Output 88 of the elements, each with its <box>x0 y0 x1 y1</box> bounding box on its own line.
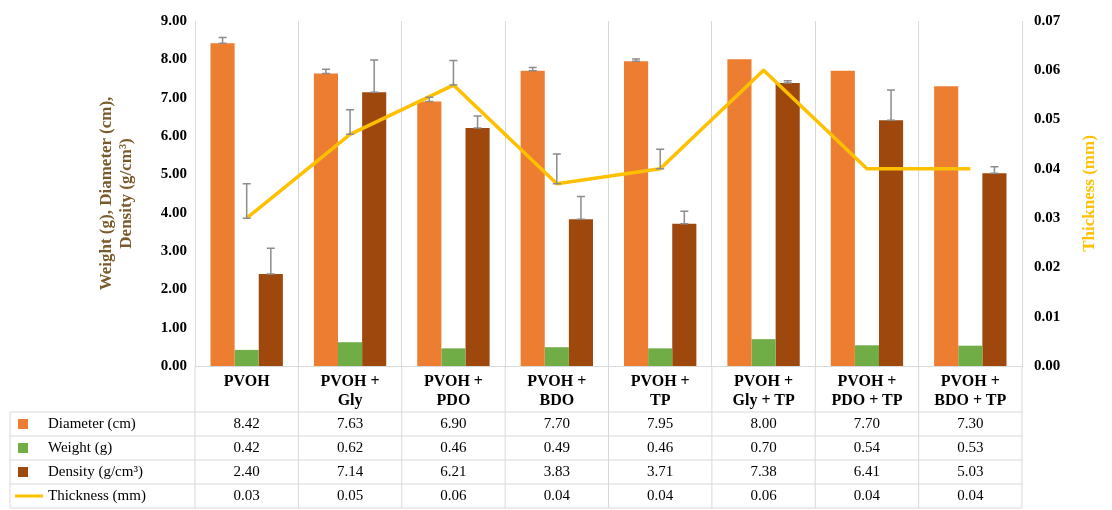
y2-tick-label: 0.01 <box>1034 307 1061 324</box>
data-label: 3.83 <box>543 462 570 479</box>
bar <box>210 43 235 366</box>
bar <box>982 173 1007 366</box>
legend-label: Thickness (mm) <box>48 486 146 504</box>
data-label: 0.46 <box>647 438 674 455</box>
data-label: 7.95 <box>647 414 674 431</box>
data-label: 3.71 <box>647 462 674 479</box>
x-tick-label: PVOH + BDO <box>527 371 587 408</box>
bar <box>854 345 879 366</box>
bar <box>727 59 752 366</box>
data-label: 5.03 <box>957 462 984 479</box>
data-label: 0.70 <box>750 438 777 455</box>
x-tick-label: PVOH + Gly + TP <box>732 371 795 409</box>
y-tick-label: 3.00 <box>160 241 187 258</box>
x-tick-label: PVOH + Gly <box>320 371 380 409</box>
y2-axis-title: Thickness (mm) <box>1079 135 1099 252</box>
bar <box>362 92 387 366</box>
data-label: 7.38 <box>750 462 777 479</box>
y-tick-label: 7.00 <box>160 88 187 105</box>
data-label: 0.04 <box>647 486 674 503</box>
y-tick-label: 6.00 <box>160 126 187 143</box>
y2-tick-label: 0.00 <box>1034 356 1061 373</box>
bar <box>624 61 649 366</box>
y2-tick-label: 0.05 <box>1034 110 1061 127</box>
y-tick-label: 8.00 <box>160 50 187 67</box>
y2-tick-label: 0.03 <box>1034 209 1061 226</box>
bar <box>958 345 983 366</box>
data-label: 8.42 <box>233 414 260 431</box>
bar <box>775 83 800 366</box>
bar <box>672 223 697 366</box>
data-label: 7.70 <box>853 414 881 431</box>
data-label: 0.53 <box>957 438 984 455</box>
bar <box>313 73 338 366</box>
data-label: 0.06 <box>440 486 468 503</box>
y2-tick-label: 0.06 <box>1034 61 1061 78</box>
bar <box>648 348 673 366</box>
bar <box>830 70 855 366</box>
x-tick-label: PVOH + PDO + TP <box>831 371 903 408</box>
legend-label: Weight (g) <box>48 438 113 456</box>
y2-tick-label: 0.04 <box>1034 159 1061 176</box>
data-label: 6.41 <box>853 462 881 479</box>
bar <box>568 219 593 366</box>
data-label: 0.62 <box>336 438 364 455</box>
x-tick-label: PVOH + TP <box>630 371 690 408</box>
data-label: 0.05 <box>336 486 364 503</box>
data-label: 7.63 <box>336 414 364 431</box>
y-tick-label: 4.00 <box>160 203 187 220</box>
bar <box>417 101 442 366</box>
y-tick-label: 9.00 <box>160 11 187 28</box>
data-label: 0.42 <box>233 438 260 455</box>
data-label: 0.54 <box>853 438 881 455</box>
data-label: 6.21 <box>440 462 467 479</box>
bar <box>234 349 259 366</box>
data-label: 7.30 <box>957 414 984 431</box>
bar <box>751 339 776 366</box>
data-label: 0.06 <box>750 486 778 503</box>
y2-tick-label: 0.02 <box>1034 258 1061 275</box>
bar <box>879 120 904 366</box>
y-tick-label: 5.00 <box>160 165 187 182</box>
y-tick-label: 2.00 <box>160 280 187 297</box>
bar <box>441 348 466 366</box>
x-tick-label: PVOH <box>223 371 271 389</box>
bar <box>338 342 363 366</box>
data-label: 0.49 <box>543 438 570 455</box>
data-label: 8.00 <box>750 414 777 431</box>
data-label: 0.04 <box>957 486 984 503</box>
legend-label: Diameter (cm) <box>48 414 136 432</box>
data-label: 7.70 <box>543 414 570 431</box>
legend-label: Density (g/cm³) <box>48 462 143 480</box>
x-tick-label: PVOH + PDO <box>423 371 483 408</box>
data-label: 6.90 <box>440 414 467 431</box>
data-label: 2.40 <box>233 462 260 479</box>
data-label: 0.04 <box>543 486 571 503</box>
data-label: 7.14 <box>336 462 364 479</box>
data-label: 0.46 <box>440 438 468 455</box>
y2-tick-label: 0.07 <box>1034 11 1061 28</box>
y-tick-label: 1.00 <box>160 318 187 335</box>
y-axis-title: Weight (g), Diameter (cm), Density (g/cm³) <box>96 96 136 291</box>
bar <box>544 347 569 366</box>
bar <box>465 127 490 366</box>
data-label: 0.03 <box>233 486 260 503</box>
data-label: 0.04 <box>853 486 881 503</box>
bar <box>520 70 545 366</box>
y-tick-label: 0.00 <box>160 356 187 373</box>
bar <box>934 86 959 366</box>
bar <box>258 274 283 366</box>
x-tick-label: PVOH + BDO + TP <box>934 371 1007 408</box>
